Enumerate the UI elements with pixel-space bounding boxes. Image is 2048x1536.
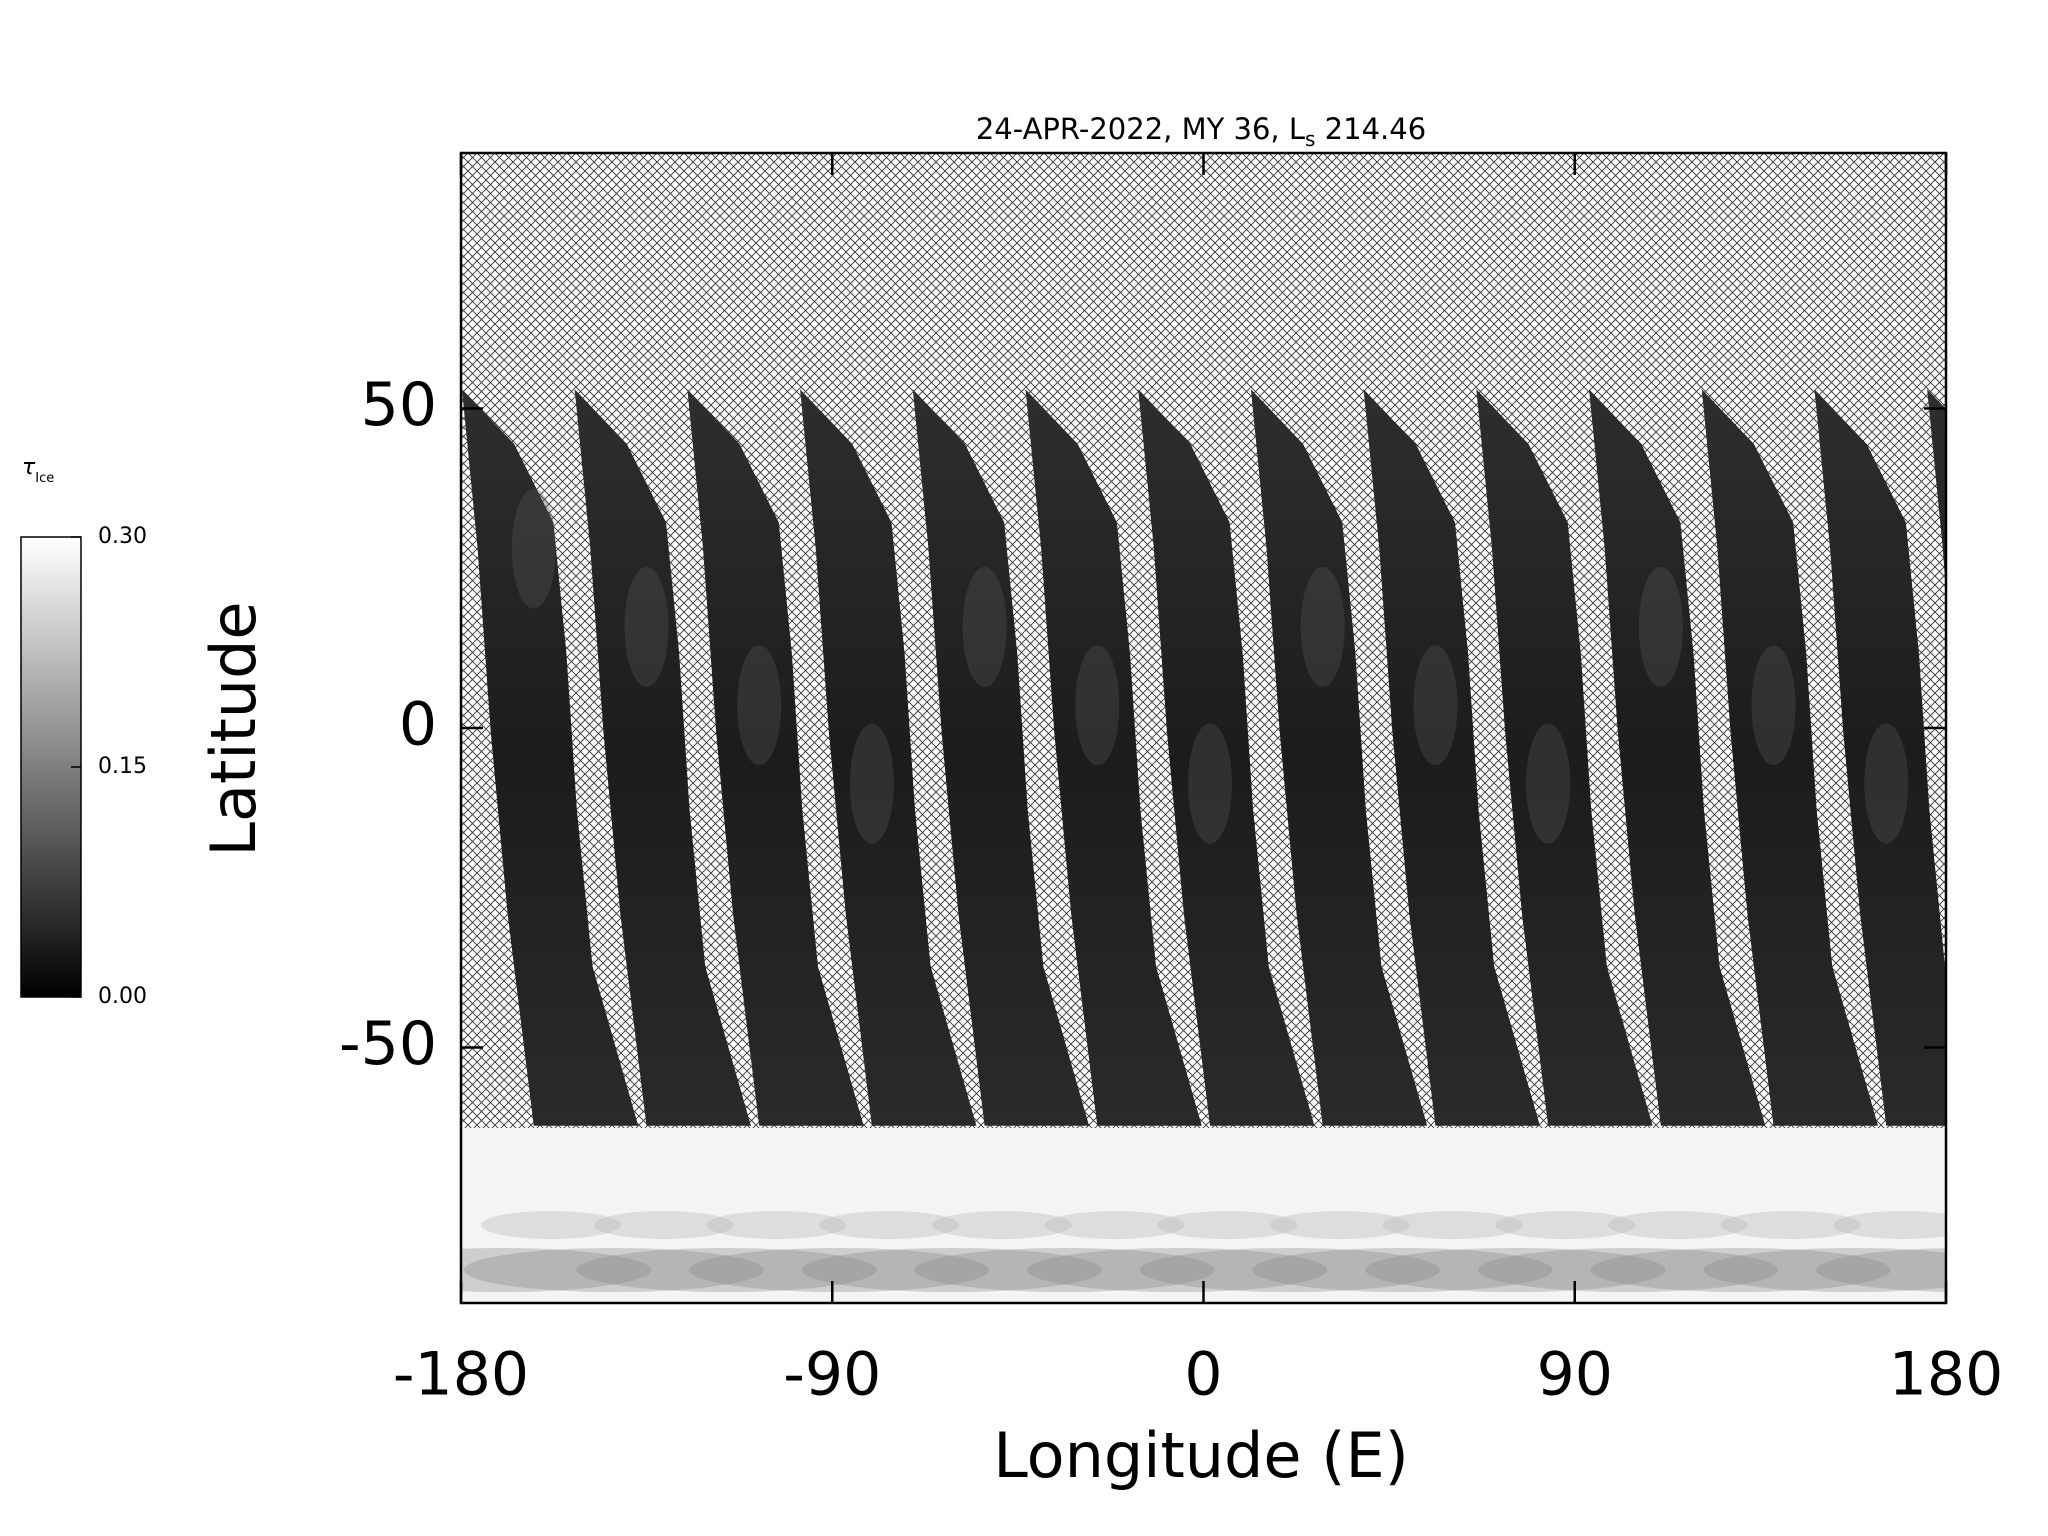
polar-texture	[576, 1248, 877, 1292]
swath	[1025, 389, 1202, 1126]
polar-texture	[1816, 1248, 1946, 1292]
swath	[1927, 389, 1946, 594]
polar-texture	[914, 1248, 1215, 1292]
swath-texture	[1413, 645, 1458, 766]
polar-texture	[1703, 1248, 1946, 1292]
swath	[687, 389, 864, 1126]
swath-texture	[1075, 645, 1120, 766]
polar-texture	[1478, 1248, 1778, 1292]
polar-texture	[1252, 1248, 1553, 1292]
polar-texture	[689, 1248, 990, 1292]
map-image	[461, 153, 2048, 1303]
swath-texture	[849, 723, 894, 844]
polar-texture	[1833, 1211, 1946, 1239]
polar-texture	[801, 1248, 1102, 1292]
polar-texture	[593, 1211, 734, 1239]
polar-cap-band	[461, 1128, 1946, 1303]
swath	[1138, 389, 1315, 1126]
x-axis-label: Longitude (E)	[993, 1419, 1409, 1492]
polar-texture	[1495, 1211, 1636, 1239]
polar-texture	[819, 1211, 960, 1239]
swath-texture	[1864, 723, 1909, 844]
swath-texture	[1977, 567, 2021, 687]
colorbar-tick-label: 0.30	[98, 524, 147, 549]
x-tick-label: -180	[393, 1340, 529, 1410]
swath	[1589, 389, 1766, 1126]
polar-texture	[1946, 1211, 2048, 1239]
title-subscript: s	[1305, 127, 1315, 151]
polar-texture	[1269, 1211, 1410, 1239]
x-tick-label: -90	[783, 1340, 881, 1410]
swath	[1476, 389, 1653, 1126]
swath	[800, 389, 977, 1126]
swath	[1814, 389, 1946, 1126]
x-tick-label: 90	[1537, 1340, 1613, 1410]
polar-texture	[1608, 1211, 1748, 1239]
swath	[912, 389, 1090, 1126]
colorbar-tick-label: 0.00	[98, 984, 147, 1009]
colorbar-label: τIce	[22, 455, 54, 486]
x-tick-label: 0	[1184, 1340, 1222, 1410]
title-text: 214.46	[1315, 112, 1426, 146]
polar-texture	[1720, 1211, 1861, 1239]
polar-texture	[931, 1211, 1072, 1239]
swath-texture	[962, 566, 1007, 687]
colorbar-symbol: τ	[22, 455, 36, 480]
polar-texture	[1027, 1248, 1328, 1292]
polar-texture	[463, 1248, 764, 1292]
polar-texture	[1044, 1211, 1185, 1239]
swath	[1701, 389, 1879, 1126]
swath	[1250, 389, 1428, 1126]
swath-texture	[1638, 566, 1683, 687]
polar-texture	[1590, 1248, 1891, 1292]
swath-texture	[511, 488, 556, 609]
chart-title: 24-APR-2022, MY 36, Ls 214.46	[976, 112, 1426, 151]
colorbar-tick-label: 0.15	[98, 754, 147, 779]
title-text: 24-APR-2022, MY 36, L	[976, 112, 1305, 146]
swath	[461, 389, 639, 1126]
x-tick-label: 180	[1889, 1340, 2004, 1410]
polar-texture	[706, 1211, 847, 1239]
y-tick-label: 0	[399, 690, 437, 760]
swath	[1363, 389, 1540, 1126]
swath-texture	[1300, 566, 1345, 687]
polar-texture	[1382, 1211, 1523, 1239]
swath-texture	[1526, 723, 1571, 844]
swath-texture	[1188, 723, 1233, 844]
y-axis-label: Latitude	[197, 601, 270, 856]
swath	[574, 389, 751, 1126]
polar-texture	[1139, 1248, 1440, 1292]
y-tick-label: -50	[339, 1009, 437, 1079]
polar-texture	[481, 1211, 621, 1239]
y-tick-label: 50	[361, 370, 437, 440]
swath-texture	[624, 566, 669, 687]
colorbar-subscript: Ice	[35, 471, 54, 486]
polar-texture	[1365, 1248, 1666, 1292]
polar-texture	[1157, 1211, 1298, 1239]
swath-texture	[737, 645, 782, 766]
polar-texture	[461, 1248, 651, 1292]
swath-texture	[1751, 645, 1796, 766]
